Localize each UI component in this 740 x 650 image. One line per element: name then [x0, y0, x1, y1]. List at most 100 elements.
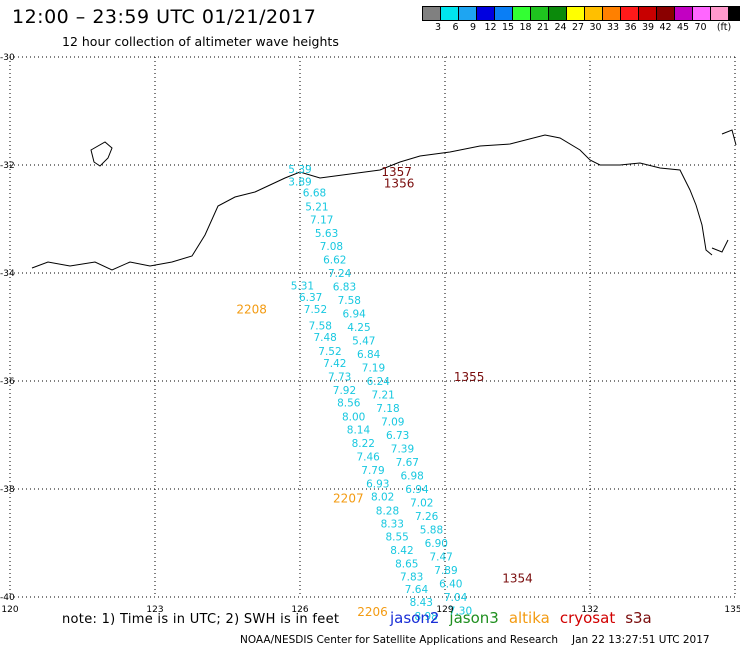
- wave-height-value: 8.43: [410, 597, 433, 609]
- colorbar-label: 3: [434, 22, 442, 33]
- wave-height-value: 8.42: [390, 545, 413, 557]
- satellite-legend-item: cryosat: [559, 609, 616, 627]
- pass-time-label: 2208: [236, 303, 267, 317]
- y-tick-label: -38: [0, 485, 15, 495]
- wave-height-value: 7.24: [328, 268, 352, 280]
- wave-height-value: 6.24: [367, 376, 391, 388]
- wave-height-value: 8.98: [414, 611, 437, 623]
- wave-height-value: 6.98: [400, 470, 423, 482]
- pass-time-label: 1356: [384, 177, 415, 191]
- wave-height-value: 8.65: [395, 558, 418, 570]
- wave-height-value: 8.28: [376, 505, 399, 517]
- wave-height-value: 7.08: [320, 241, 343, 253]
- wave-height-value: 7.17: [310, 214, 333, 226]
- footnote: note: 1) Time is in UTC; 2) SWH is in fe…: [62, 612, 340, 627]
- colorbar-label: (ft): [716, 22, 732, 33]
- x-tick-label: 129: [436, 605, 453, 615]
- wave-height-value: 5.63: [315, 228, 338, 240]
- wave-height-value: 7.19: [362, 362, 385, 374]
- colorbar-label: 45: [676, 22, 690, 33]
- colorbar: [422, 6, 740, 21]
- colorbar-swatch: [728, 6, 740, 21]
- wave-height-value: 7.52: [318, 346, 341, 358]
- wave-height-value: 8.22: [352, 438, 375, 450]
- x-tick-label: 123: [146, 605, 163, 615]
- wave-height-value: 7.52: [304, 304, 327, 316]
- wave-height-value: 5.21: [305, 201, 328, 213]
- colorbar-label: 15: [501, 22, 515, 33]
- data-points: 5.316.377.527.587.487.527.427.737.928.56…: [288, 164, 472, 623]
- wave-height-value: 7.79: [361, 465, 384, 477]
- colorbar-labels: 3 6 9 12 15 18 21 24 27 30 33 36 39 42 45 70 (ft): [422, 22, 740, 34]
- wave-height-value: 7.92: [333, 385, 356, 397]
- wave-height-value: 8.56: [337, 397, 361, 409]
- island-left: [90, 141, 113, 167]
- satellite-legend-item: jason2: [390, 609, 440, 627]
- x-tick-label: 126: [291, 605, 308, 615]
- pass-time-label: 2207: [333, 492, 364, 506]
- gridlines: [9, 56, 736, 598]
- wave-height-value: 8.55: [385, 531, 408, 543]
- satellite-legend: jason2 jason3 altika cryosat s3a: [390, 609, 662, 627]
- generated-timestamp: Jan 22 13:27:51 UTC 2017: [572, 634, 710, 646]
- x-tick-label: 120: [1, 605, 18, 615]
- wave-height-value: 8.33: [381, 518, 404, 530]
- satellite-legend-item: altika: [508, 609, 550, 627]
- wave-height-value: 8.02: [371, 491, 394, 503]
- colorbar-label: 36: [624, 22, 637, 33]
- colorbar-label: 42: [659, 22, 672, 33]
- y-tick-label: -40: [0, 593, 15, 603]
- wave-height-value: 7.83: [400, 571, 423, 583]
- wave-height-value: 8.14: [347, 424, 371, 436]
- wave-height-value: 3.89: [288, 177, 311, 189]
- chart-title: 12:00 – 23:59 UTC 01/21/2017: [12, 6, 317, 28]
- wave-height-value: 7.58: [309, 321, 332, 333]
- wave-height-value: 7.26: [415, 511, 439, 523]
- y-tick-label: -34: [0, 269, 15, 279]
- wave-height-value: 6.68: [303, 187, 326, 199]
- wave-height-value: 7.67: [396, 457, 419, 469]
- wave-height-value: 7.04: [444, 592, 468, 604]
- wave-height-value: 6.83: [333, 281, 356, 293]
- colorbar-label: 21: [536, 22, 550, 33]
- pass-time-label: 1355: [454, 370, 485, 384]
- pass-time-label: 2206: [357, 605, 388, 619]
- colorbar-label: 33: [606, 22, 620, 33]
- satellite-legend-item: jason3: [449, 609, 499, 627]
- colorbar-label: 39: [641, 22, 655, 33]
- wave-height-value: 7.89: [434, 565, 457, 577]
- colorbar-label: 12: [484, 22, 497, 33]
- wave-height-value: 5.47: [352, 335, 375, 347]
- wave-height-value: 5.88: [420, 524, 443, 536]
- pass-time-label: 1354: [502, 571, 533, 585]
- wave-height-value: 6.73: [386, 430, 409, 442]
- wave-height-value: 7.18: [376, 403, 399, 415]
- wave-height-value: 6.37: [299, 292, 322, 304]
- wave-height-value: 7.73: [328, 371, 351, 383]
- wave-height-value: 7.47: [429, 551, 452, 563]
- chart-subtitle: 12 hour collection of altimeter wave hei…: [62, 34, 339, 49]
- colorbar-label: 6: [452, 22, 459, 33]
- wave-height-value: 4.25: [347, 322, 370, 334]
- wave-height-value: 5.31: [291, 281, 314, 293]
- wave-height-value: 6.90: [425, 538, 448, 550]
- wave-height-value: 7.64: [405, 584, 429, 596]
- y-tick-label: -32: [0, 161, 15, 171]
- wave-height-value: 6.62: [323, 254, 346, 266]
- colorbar-label: 70: [694, 22, 707, 33]
- y-tick-label: -36: [0, 377, 15, 387]
- wave-height-value: 7.09: [381, 416, 404, 428]
- pass-time-label: 1357: [381, 165, 412, 179]
- wave-height-value: 7.21: [371, 389, 394, 401]
- colorbar-label: 30: [589, 22, 602, 33]
- wave-height-value: 6.84: [357, 349, 381, 361]
- wave-height-value: 7.58: [338, 295, 361, 307]
- wave-height-value: 6.94: [405, 484, 429, 496]
- wave-height-value: 7.39: [391, 443, 414, 455]
- wave-height-value: 6.94: [342, 308, 366, 320]
- wave-height-value: 8.00: [342, 411, 365, 423]
- wave-height-value: 6.93: [366, 478, 389, 490]
- wave-height-value: 7.48: [313, 332, 336, 344]
